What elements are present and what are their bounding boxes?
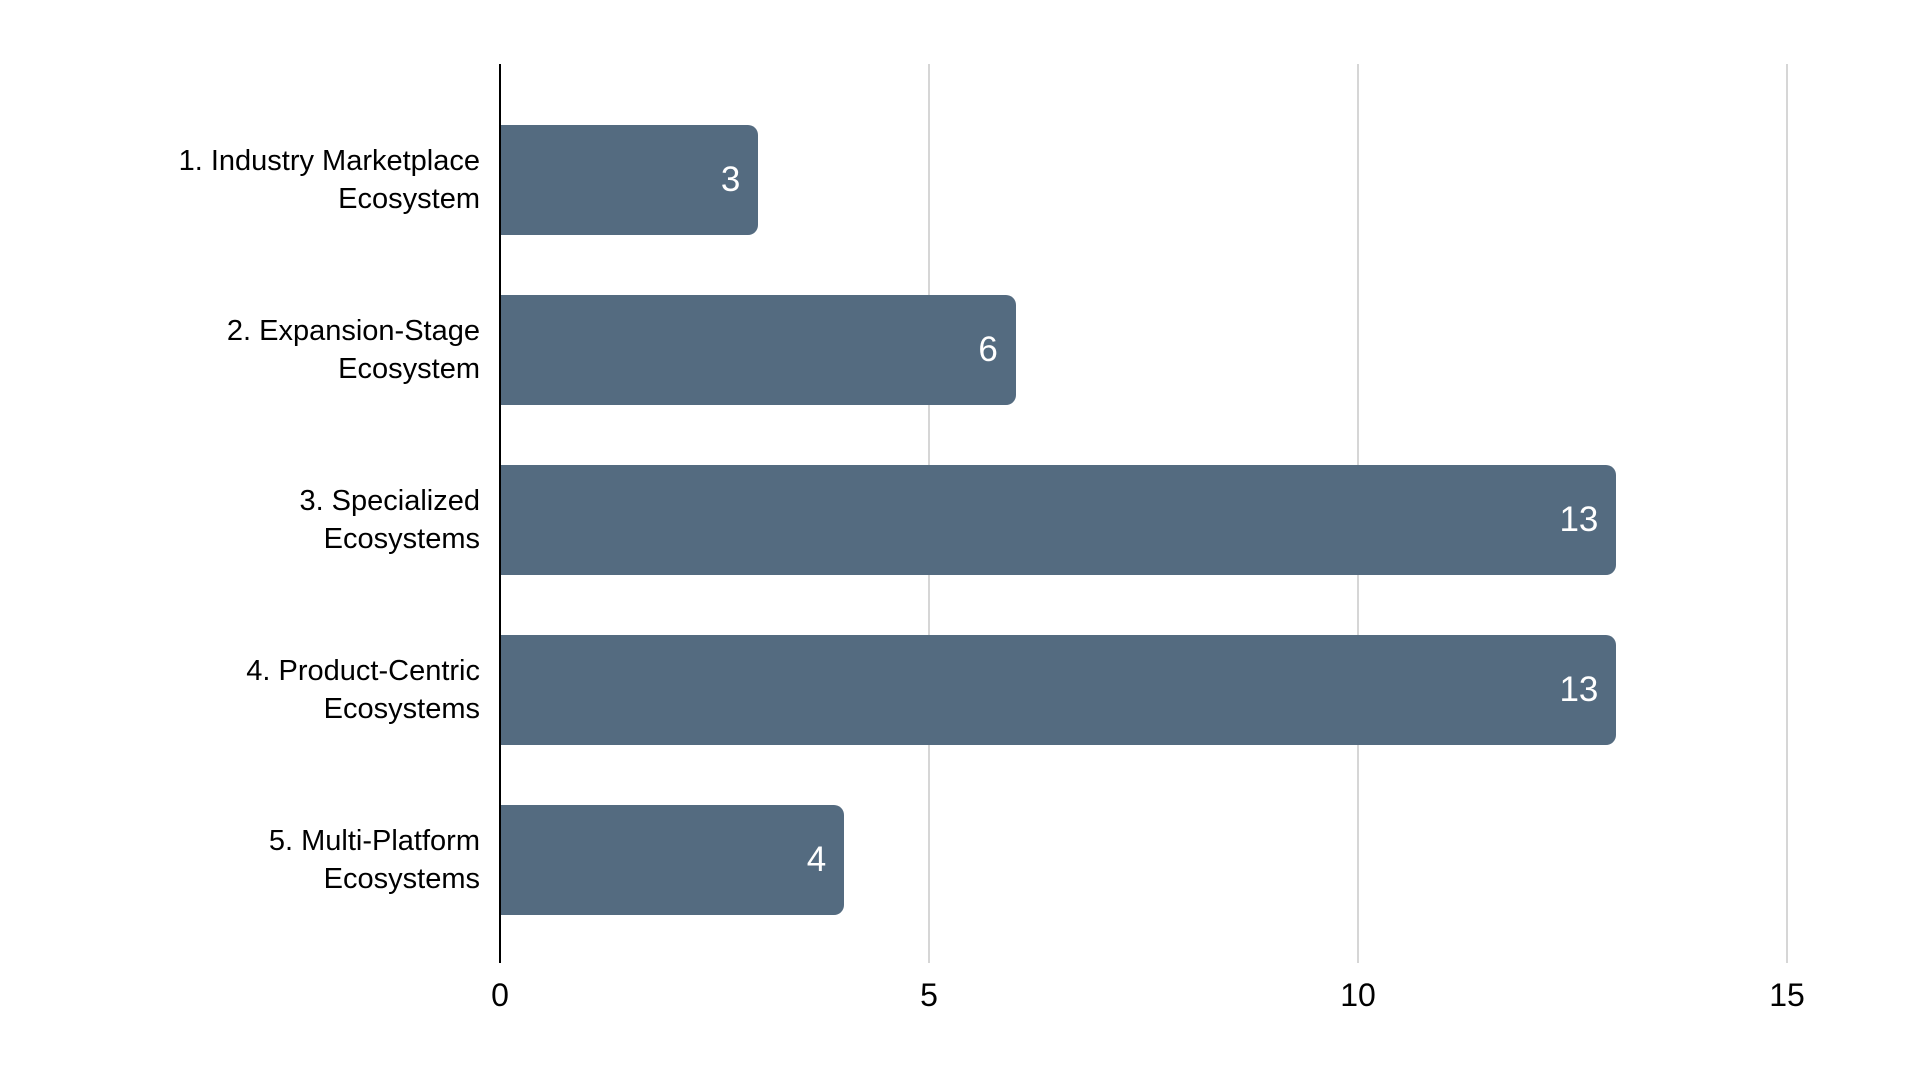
category-label-line: Ecosystem xyxy=(338,183,480,215)
bar-value-label: 4 xyxy=(806,840,827,879)
category-label-line: 5. Multi-Platform xyxy=(268,825,480,857)
category-label-line: Ecosystems xyxy=(323,693,480,725)
bar: 4 xyxy=(501,805,845,915)
category-label-line: 1. Industry Marketplace xyxy=(178,145,480,177)
category-label: 1. Industry Marketplace Ecosystem xyxy=(179,142,480,218)
x-axis-line xyxy=(499,64,501,963)
category-label-line: 2. Expansion-Stage xyxy=(226,315,480,347)
bar-value-label: 3 xyxy=(720,160,741,199)
category-label: 2. Expansion-Stage Ecosystem xyxy=(227,312,480,388)
bar-value-label: 13 xyxy=(1559,670,1599,709)
bar: 13 xyxy=(501,465,1617,575)
category-label-line: Ecosystem xyxy=(338,353,480,385)
x-tick-label: 5 xyxy=(920,977,938,1013)
bar: 13 xyxy=(501,635,1617,745)
x-gridline xyxy=(1786,64,1788,963)
bar: 6 xyxy=(501,295,1016,405)
bar: 3 xyxy=(501,125,759,235)
x-tick-label: 15 xyxy=(1769,977,1805,1013)
category-label-line: 3. Specialized xyxy=(299,485,480,517)
category-label: 4. Product-Centric Ecosystems xyxy=(246,652,480,728)
category-label: 3. Specialized Ecosystems xyxy=(299,482,480,558)
category-label-line: Ecosystems xyxy=(323,523,480,555)
x-tick-label: 0 xyxy=(491,977,509,1013)
category-label-line: Ecosystems xyxy=(323,863,480,895)
bar-value-label: 13 xyxy=(1559,500,1599,539)
category-label: 5. Multi-Platform Ecosystems xyxy=(269,822,480,898)
category-label-line: 4. Product-Centric xyxy=(246,655,480,687)
bar-value-label: 6 xyxy=(978,330,998,369)
x-tick-label: 10 xyxy=(1340,977,1376,1013)
